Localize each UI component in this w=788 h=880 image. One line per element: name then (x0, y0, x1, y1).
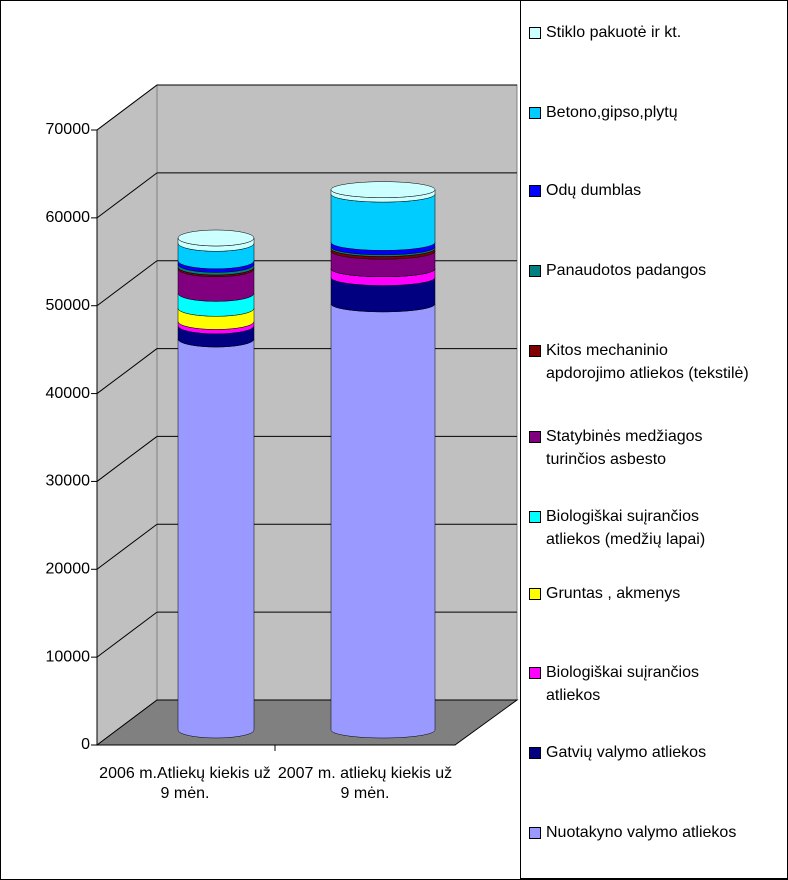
grid-line (96, 348, 158, 394)
legend-swatch (529, 107, 541, 119)
legend-label: Biologiškai suįrančios atliekos (546, 664, 699, 704)
legend-item: Stiklo pakuotė ir kt. (529, 21, 751, 44)
legend-swatch (529, 667, 541, 679)
y-tick-label: 40000 (46, 385, 91, 402)
bar-segment (177, 338, 255, 739)
y-tick-label: 0 (81, 736, 90, 753)
legend-label: Kitos mechaninio apdorojimo atliekos (te… (546, 342, 749, 382)
y-tick-label: 50000 (46, 297, 91, 314)
grid-line (96, 260, 158, 307)
y-tick-label: 60000 (46, 209, 91, 226)
legend-label: Stiklo pakuotė ir kt. (546, 24, 682, 41)
legend-swatch (529, 265, 541, 277)
legend-swatch (529, 185, 541, 197)
legend-swatch (529, 431, 541, 443)
legend-swatch (529, 27, 541, 39)
legend-label: Panaudotos padangos (546, 262, 707, 279)
bar-segment (330, 303, 436, 739)
grid-line (96, 84, 158, 131)
legend-swatch (529, 345, 541, 357)
legend-item: Biologiškai suįrančios atliekos (529, 661, 751, 707)
legend-swatch (529, 827, 541, 839)
legend-label: Statybinės medžiagos turinčios asbesto (546, 428, 703, 468)
legend-item: Statybinės medžiagos turinčios asbesto (529, 425, 751, 471)
legend-item: Biologiškai suįrančios atliekos (medžių … (529, 505, 751, 551)
legend-swatch (529, 511, 541, 523)
grid-line (96, 611, 158, 658)
legend-item: Nuotakyno valymo atliekos (529, 821, 751, 844)
grid-line (96, 436, 158, 482)
x-tick-label: 2007 m. atliekų kiekis už 9 mėn. (277, 765, 453, 802)
legend-label: Gatvių valymo atliekos (546, 744, 707, 761)
cylinder-top (330, 181, 436, 198)
grid-line (96, 172, 158, 219)
y-tick-label: 30000 (46, 473, 91, 490)
legend-swatch (529, 588, 541, 600)
legend-item: Panaudotos padangos (529, 259, 751, 282)
floor (95, 699, 519, 746)
legend: Stiklo pakuotė ir kt. Betono,gipso,plytų O… (520, 0, 787, 879)
legend-label: Gruntas , akmenys (546, 585, 681, 602)
legend-item: Gatvių valymo atliekos (529, 741, 751, 764)
y-tick-label: 10000 (46, 648, 91, 665)
bar-segment (330, 194, 436, 251)
legend-label: Betono,gipso,plytų (546, 104, 678, 121)
legend-item: Gruntas , akmenys (529, 582, 751, 605)
y-tick-label: 70000 (46, 121, 91, 138)
legend-item: Odų dumblas (529, 179, 751, 202)
legend-label: Odų dumblas (546, 182, 642, 199)
side-wall (96, 84, 158, 746)
legend-swatch (529, 747, 541, 759)
legend-item: Betono,gipso,plytų (529, 101, 751, 124)
x-tick-label: 2006 m.Atliekų kiekis už 9 mėn. (99, 765, 271, 802)
cylinder-top (177, 229, 255, 247)
legend-item: Kitos mechaninio apdorojimo atliekos (te… (529, 339, 751, 385)
legend-label: Biologiškai suįrančios atliekos (medžių … (546, 508, 706, 548)
legend-label: Nuotakyno valymo atliekos (546, 824, 737, 841)
y-tick-label: 20000 (46, 561, 91, 578)
grid-line (96, 523, 158, 570)
